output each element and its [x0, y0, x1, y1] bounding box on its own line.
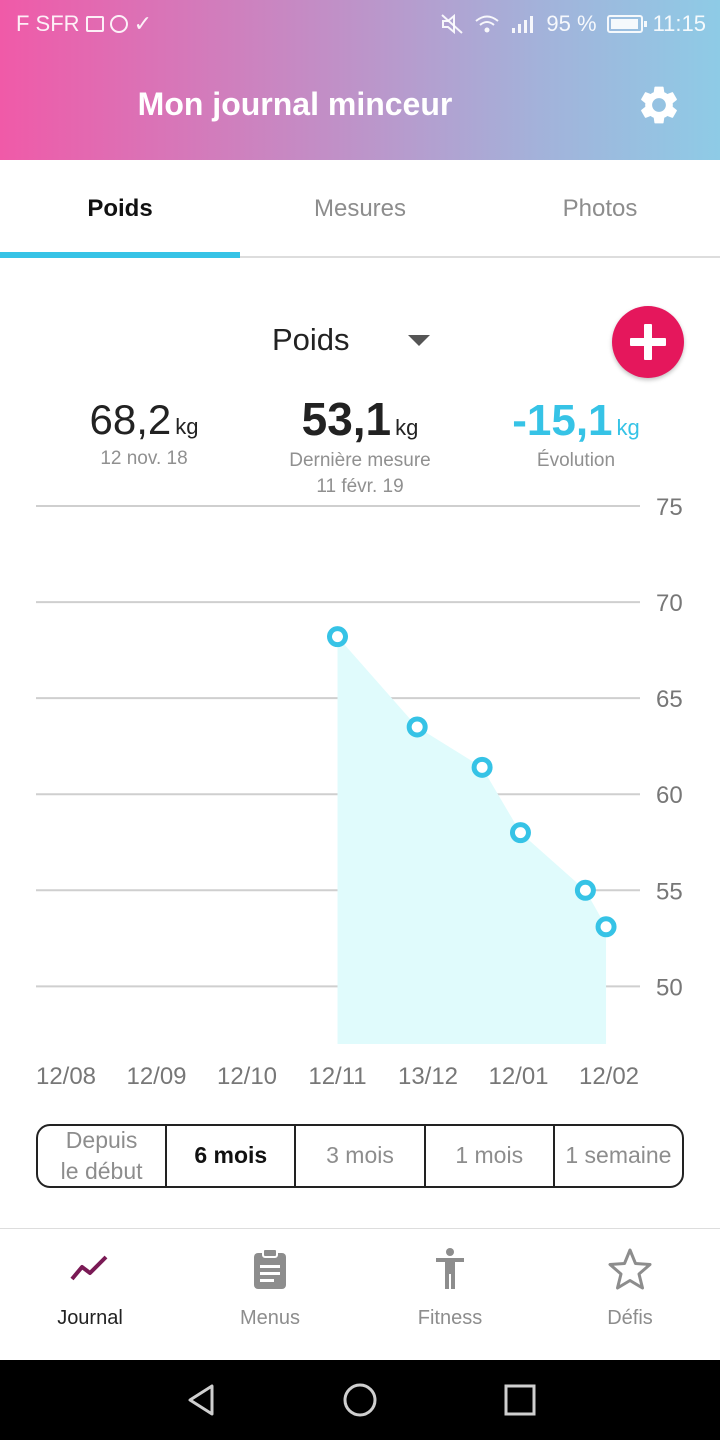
wifi-icon [475, 15, 500, 33]
range-option-6-months[interactable]: 6 mois [165, 1126, 294, 1186]
x-tick-label: 12/09 [126, 1063, 186, 1090]
evolution-unit: kg [616, 415, 640, 440]
back-icon[interactable] [184, 1382, 220, 1418]
recents-icon[interactable] [502, 1382, 538, 1418]
mail-icon [85, 16, 104, 32]
nav-label-defis: Défis [607, 1307, 653, 1329]
nav-label-journal: Journal [57, 1307, 123, 1329]
data-point [509, 822, 531, 844]
x-tick-label: 12/02 [579, 1063, 639, 1090]
tab-photos[interactable]: Photos [562, 195, 638, 222]
x-tick-label: 12/08 [36, 1063, 96, 1090]
check-icon: ✓ [133, 11, 152, 36]
start-weight-value: 68,2 [89, 396, 172, 443]
data-point [406, 716, 428, 738]
clock: 11:15 [652, 11, 706, 36]
signal-icon [512, 16, 534, 33]
x-tick-label: 12/10 [217, 1063, 277, 1090]
y-tick-label: 55 [656, 878, 683, 905]
x-tick-label: 12/11 [308, 1063, 366, 1090]
nav-item-defis[interactable]: Défis [540, 1229, 720, 1361]
tab-indicator [0, 252, 240, 258]
add-measure-button[interactable] [612, 306, 684, 378]
app-header: F SFR ✓ [0, 0, 720, 160]
battery-icon [606, 15, 647, 33]
person-icon [436, 1248, 464, 1289]
app-title: Mon journal minceur [137, 86, 453, 122]
x-tick-label: 13/12 [398, 1063, 458, 1090]
nav-label-menus: Menus [239, 1307, 301, 1329]
last-weight-stat: 53,1 kg Dernière mesure 11 févr. 19 [240, 392, 480, 498]
start-weight-stat: 68,2 kg 12 nov. 18 [24, 396, 264, 470]
data-point [595, 916, 617, 938]
carrier-label: F SFR [16, 11, 80, 36]
chevron-down-icon [407, 334, 430, 346]
range-option-3-months[interactable]: 3 mois [294, 1126, 423, 1186]
home-icon[interactable] [342, 1382, 378, 1418]
data-point [471, 756, 493, 778]
weight-chart: 75 70 65 60 55 50 12/08 12/09 12/10 12/11 13/12 12/… [36, 494, 683, 1090]
evolution-caption: Évolution [536, 450, 616, 471]
y-tick-label: 75 [656, 494, 683, 521]
metric-dropdown[interactable]: Poids [272, 322, 430, 358]
nav-item-journal[interactable]: Journal [0, 1229, 180, 1361]
evolution-stat: -15,1 kg Évolution [456, 396, 696, 472]
range-option-since-start[interactable]: Depuis le début [60, 1126, 143, 1184]
gear-icon[interactable] [636, 82, 682, 128]
battery-percent: 95 % [546, 11, 597, 36]
y-tick-label: 60 [656, 782, 683, 809]
status-bar: F SFR ✓ [0, 0, 720, 48]
tab-bar: Poids Mesures Photos [0, 160, 720, 258]
system-nav-bar [0, 1360, 720, 1440]
start-weight-unit: kg [175, 414, 199, 439]
clipboard-icon [254, 1248, 286, 1289]
last-weight-caption: Dernière mesure [289, 450, 431, 471]
status-left: F SFR ✓ [16, 11, 152, 37]
nav-item-menus[interactable]: Menus [180, 1229, 360, 1361]
tab-mesures[interactable]: Mesures [313, 195, 407, 222]
mute-icon [441, 13, 464, 35]
data-point [574, 879, 596, 901]
range-option-1-week[interactable]: 1 semaine [552, 1126, 682, 1186]
tab-poids[interactable]: Poids [87, 195, 153, 222]
start-weight-date: 12 nov. 18 [100, 448, 188, 469]
last-weight-date: 11 févr. 19 [316, 476, 404, 497]
y-tick-label: 70 [656, 590, 683, 617]
last-weight-value: 53,1 [301, 393, 392, 445]
weight-area [337, 636, 607, 1044]
pinterest-icon [109, 15, 128, 33]
data-point [327, 626, 348, 648]
x-tick-label: 12/01 [488, 1063, 548, 1090]
last-weight-unit: kg [395, 415, 419, 440]
y-tick-label: 65 [656, 686, 683, 713]
bottom-nav: Journal Menus Fitness [0, 1228, 720, 1360]
range-option-1-month[interactable]: 1 mois [423, 1126, 553, 1186]
trend-line-icon [70, 1255, 108, 1281]
nav-item-fitness[interactable]: Fitness [360, 1229, 540, 1361]
nav-label-fitness: Fitness [417, 1307, 483, 1329]
y-tick-label: 50 [656, 974, 683, 1001]
metric-dropdown-label: Poids [272, 322, 350, 357]
status-right: 95 % 11:15 [440, 11, 706, 37]
evolution-value: -15,1 [512, 396, 613, 445]
star-icon [608, 1248, 652, 1290]
range-selector: Depuis le début 6 mois 3 mois 1 mois 1 s… [36, 1124, 684, 1188]
